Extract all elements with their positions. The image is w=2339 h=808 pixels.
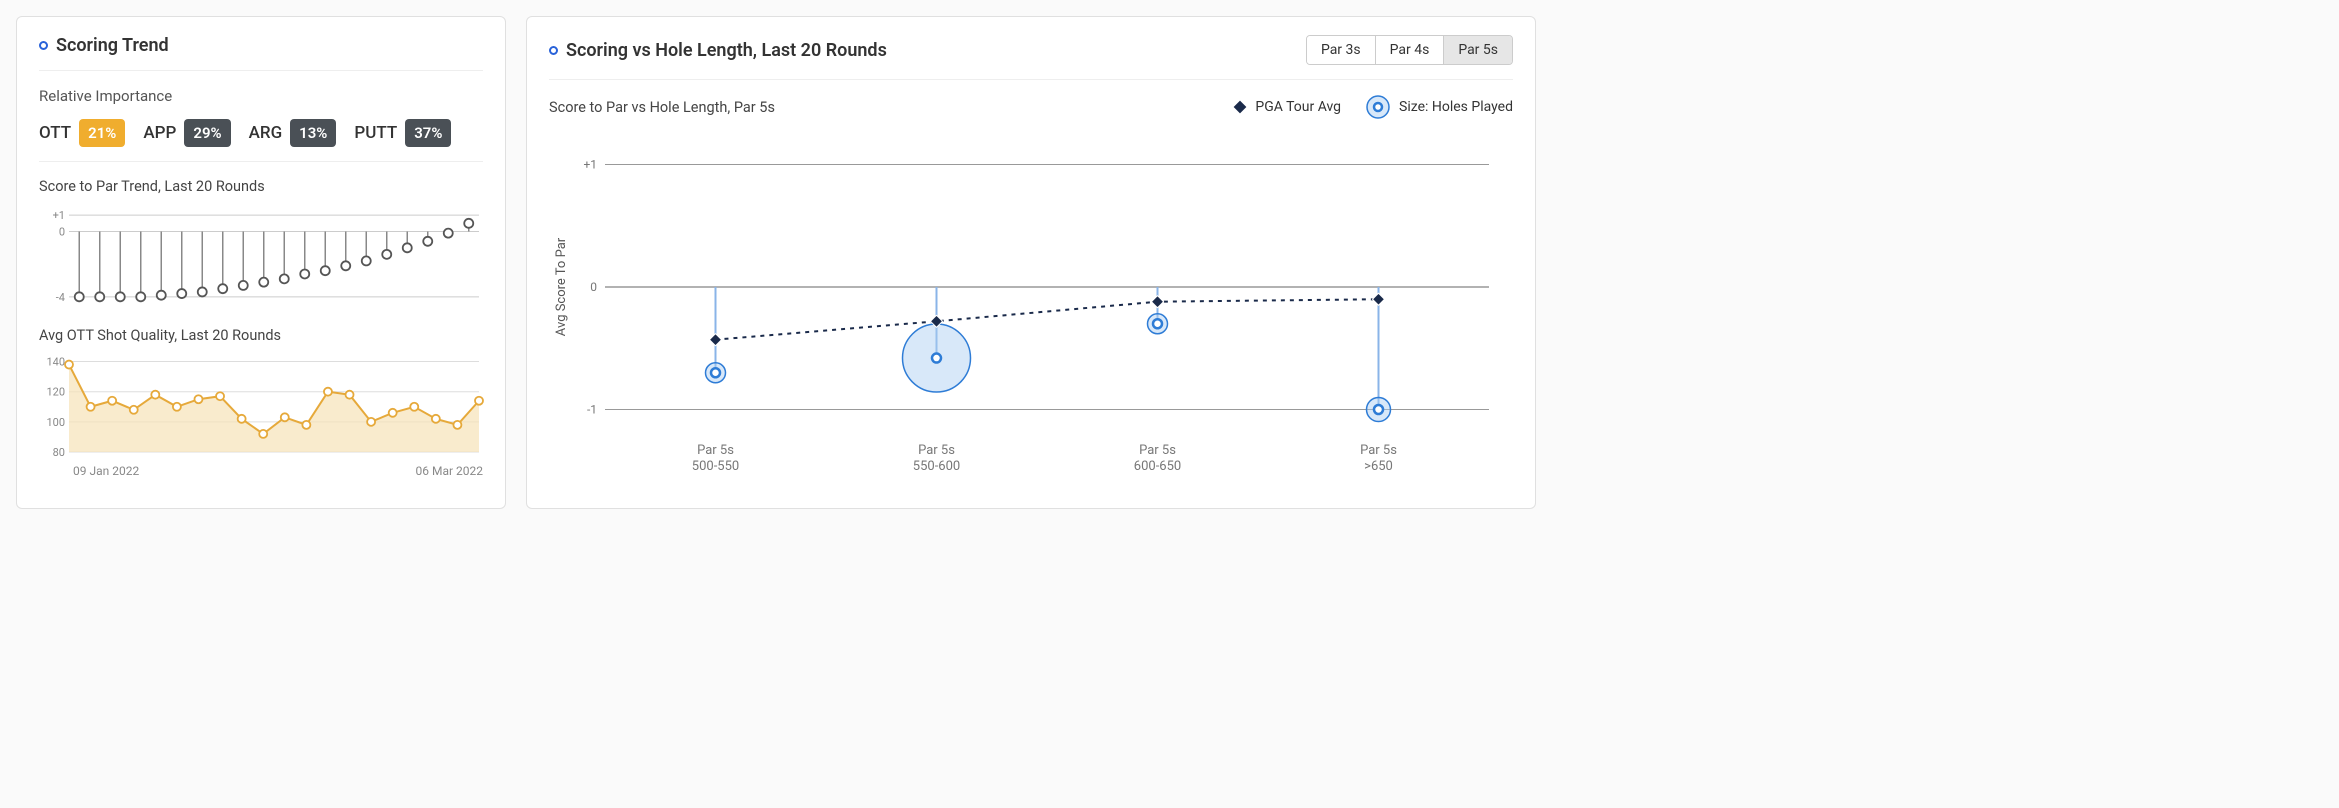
importance-badge: 13% xyxy=(290,119,336,147)
legend-pga-label: PGA Tour Avg xyxy=(1255,99,1341,115)
importance-badge: 37% xyxy=(405,119,451,147)
scoring-vs-length-title: Scoring vs Hole Length, Last 20 Rounds xyxy=(566,40,887,61)
svg-text:80: 80 xyxy=(53,446,65,459)
importance-item-putt: PUTT 37% xyxy=(354,119,451,147)
svg-text:Par 5s: Par 5s xyxy=(1139,443,1176,458)
importance-item-ott: OTT 21% xyxy=(39,119,125,147)
importance-badge: 21% xyxy=(79,119,125,147)
svg-text:600-650: 600-650 xyxy=(1134,459,1181,474)
par-tabs: Par 3s Par 4s Par 5s xyxy=(1306,35,1513,65)
diamond-icon xyxy=(1233,100,1247,114)
svg-text:>650: >650 xyxy=(1364,459,1393,474)
svg-text:140: 140 xyxy=(46,356,65,369)
ott-quality-title: Avg OTT Shot Quality, Last 20 Rounds xyxy=(39,327,483,344)
score-trend-title: Score to Par Trend, Last 20 Rounds xyxy=(39,178,483,195)
tab-par3s[interactable]: Par 3s xyxy=(1307,36,1376,64)
svg-text:Par 5s: Par 5s xyxy=(1360,443,1397,458)
importance-label: PUTT xyxy=(354,123,397,143)
importance-item-arg: ARG 13% xyxy=(249,119,337,147)
svg-text:Avg Score To Par: Avg Score To Par xyxy=(554,237,569,336)
importance-item-app: APP 29% xyxy=(143,119,230,147)
bullet-icon xyxy=(39,41,48,50)
svg-text:100: 100 xyxy=(46,416,65,429)
svg-text:Par 5s: Par 5s xyxy=(697,443,734,458)
ott-quality-chart: 140 120 100 80 xyxy=(39,350,485,460)
svg-text:-1: -1 xyxy=(587,403,597,417)
legend-size: Size: Holes Played xyxy=(1365,94,1513,120)
importance-label: ARG xyxy=(249,123,283,143)
tab-par5s[interactable]: Par 5s xyxy=(1444,36,1512,64)
svg-text:+1: +1 xyxy=(583,158,597,172)
importance-badge: 29% xyxy=(184,119,230,147)
score-vs-length-chart: Avg Score To Par+10-1Par 5s500-550Par 5s… xyxy=(549,120,1509,490)
bubble-icon xyxy=(1365,94,1391,120)
svg-text:120: 120 xyxy=(46,386,65,399)
scoring-trend-card: Scoring Trend Relative Importance OTT 21… xyxy=(16,16,506,509)
card-title-row: Scoring Trend xyxy=(39,35,483,71)
legend: PGA Tour Avg Size: Holes Played xyxy=(1233,94,1513,120)
scoring-trend-title: Scoring Trend xyxy=(56,35,169,56)
bullet-icon xyxy=(549,46,558,55)
importance-label: APP xyxy=(143,123,176,143)
x-axis-end-label: 06 Mar 2022 xyxy=(416,464,484,478)
scoring-vs-length-card: Scoring vs Hole Length, Last 20 Rounds P… xyxy=(526,16,1536,509)
svg-text:0: 0 xyxy=(59,226,65,239)
legend-pga: PGA Tour Avg xyxy=(1233,99,1341,115)
svg-text:550-600: 550-600 xyxy=(913,459,960,474)
svg-text:+1: +1 xyxy=(53,209,65,222)
card-title-row: Scoring vs Hole Length, Last 20 Rounds xyxy=(549,40,887,61)
importance-label: OTT xyxy=(39,123,71,143)
legend-size-label: Size: Holes Played xyxy=(1399,99,1513,115)
importance-row: OTT 21% APP 29% ARG 13% PUTT 37% xyxy=(39,119,483,162)
chart-subtitle: Score to Par vs Hole Length, Par 5s xyxy=(549,99,775,116)
svg-text:Par 5s: Par 5s xyxy=(918,443,955,458)
relative-importance-label: Relative Importance xyxy=(39,87,483,105)
svg-text:500-550: 500-550 xyxy=(692,459,739,474)
tab-par4s[interactable]: Par 4s xyxy=(1376,36,1445,64)
score-trend-chart: +1 0 -4 xyxy=(39,201,485,311)
svg-text:0: 0 xyxy=(590,280,597,294)
x-axis-start-label: 09 Jan 2022 xyxy=(73,464,139,478)
svg-text:-4: -4 xyxy=(56,291,65,304)
